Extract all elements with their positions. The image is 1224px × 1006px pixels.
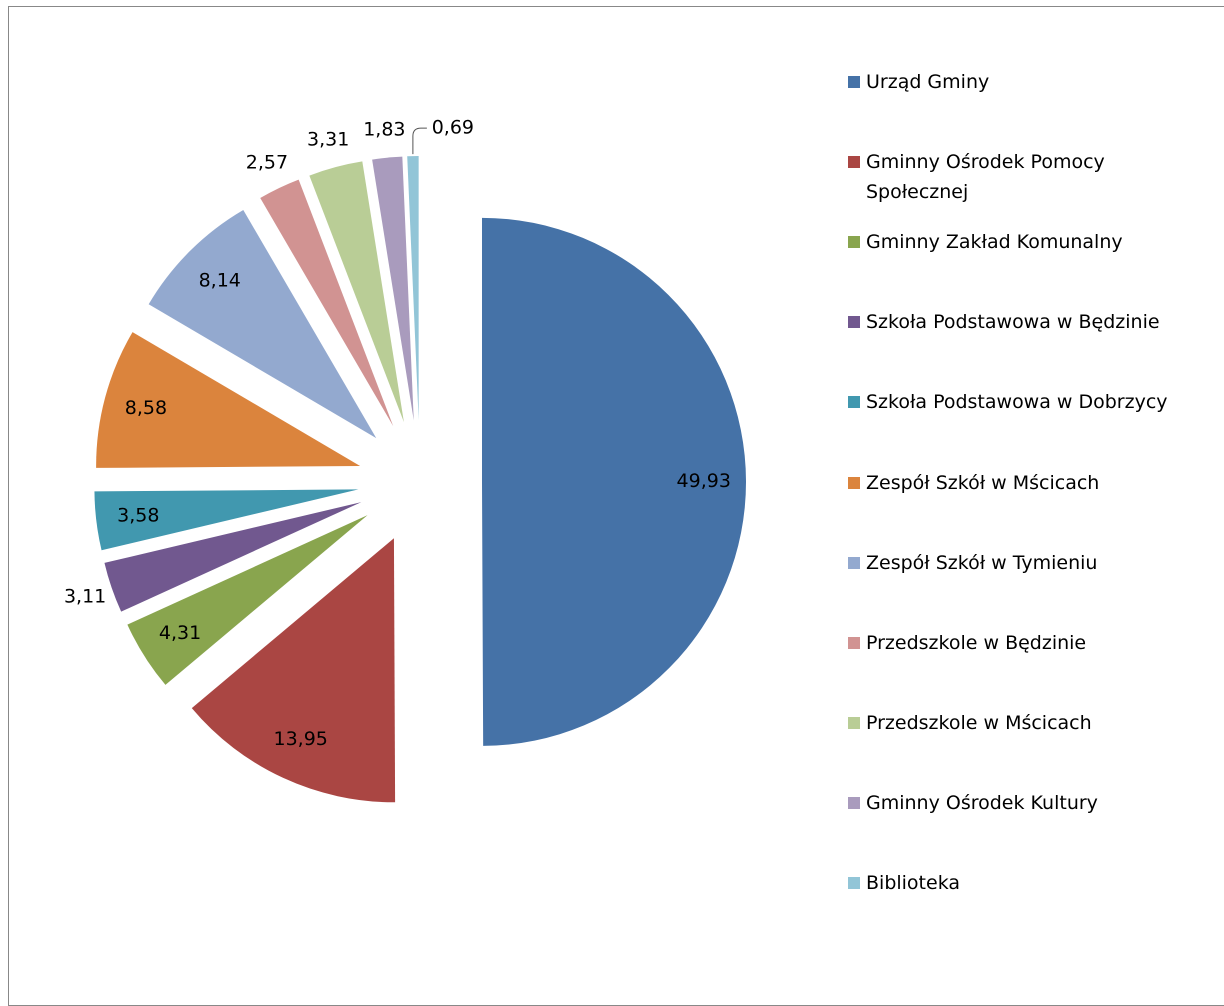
data-label: 3,31 bbox=[307, 129, 349, 151]
pie-slice bbox=[104, 502, 362, 612]
legend-swatch bbox=[848, 236, 860, 249]
chart: 49,93 13,95 4,31 3,11 3,58 8,58 8,14 2,57 3,31 1,… bbox=[64, 117, 747, 803]
pie-slice bbox=[309, 161, 404, 423]
data-label: 3,11 bbox=[64, 585, 106, 607]
legend-label: Zespół Szkół w Tymieniu bbox=[866, 551, 1098, 574]
legend-swatch bbox=[848, 396, 860, 409]
data-label: 2,57 bbox=[246, 151, 288, 173]
data-label: 1,83 bbox=[363, 118, 405, 140]
data-label: 3,58 bbox=[117, 504, 159, 526]
legend-label: Przedszkole w Będzinie bbox=[866, 631, 1087, 654]
data-label: 4,31 bbox=[159, 622, 201, 644]
legend-label: Urząd Gminy bbox=[866, 71, 990, 93]
legend-label: Szkoła Podstawowa w Dobrzycy bbox=[866, 391, 1168, 414]
pie-slice bbox=[407, 156, 419, 421]
legend-label: Zespół Szkół w Mścicach bbox=[866, 471, 1100, 494]
legend-swatch bbox=[848, 796, 860, 809]
legend-label: Szkoła Podstawowa w Będzinie bbox=[866, 311, 1160, 334]
pie-slice bbox=[148, 210, 377, 439]
legend-swatch bbox=[848, 556, 860, 569]
legend-swatch bbox=[848, 316, 860, 329]
data-label: 49,93 bbox=[677, 470, 731, 492]
legend-swatch bbox=[848, 156, 860, 169]
pie-slice bbox=[96, 332, 361, 468]
pie-slice bbox=[372, 156, 414, 421]
leader-line bbox=[412, 127, 427, 155]
page: 49,93 13,95 4,31 3,11 3,58 8,58 8,14 2,57 3,31 1,… bbox=[8, 6, 1224, 1006]
legend-swatch bbox=[848, 716, 860, 729]
data-label: 13,95 bbox=[274, 728, 328, 750]
pie-slice bbox=[94, 489, 359, 551]
data-label: 8,58 bbox=[125, 397, 167, 419]
legend-label: Gminny Ośrodek Pomocy Społecznej bbox=[866, 151, 1105, 204]
legend-swatch bbox=[848, 877, 860, 889]
pie-slice bbox=[481, 217, 747, 746]
legend-label: Gminny Ośrodek Kultury bbox=[866, 791, 1098, 814]
pie-slice bbox=[260, 179, 394, 427]
data-label: 0,69 bbox=[432, 117, 474, 139]
data-label: 8,14 bbox=[199, 269, 241, 291]
legend-swatch bbox=[848, 76, 860, 88]
legend-swatch bbox=[848, 476, 860, 489]
legend-swatch bbox=[848, 636, 860, 649]
legend-label: Biblioteka bbox=[866, 872, 961, 894]
pie-slice bbox=[127, 515, 368, 685]
pie-slice bbox=[191, 538, 396, 803]
legend-label: Gminny Zakład Komunalny bbox=[866, 231, 1123, 254]
legend-label: Przedszkole w Mścicach bbox=[866, 711, 1092, 734]
